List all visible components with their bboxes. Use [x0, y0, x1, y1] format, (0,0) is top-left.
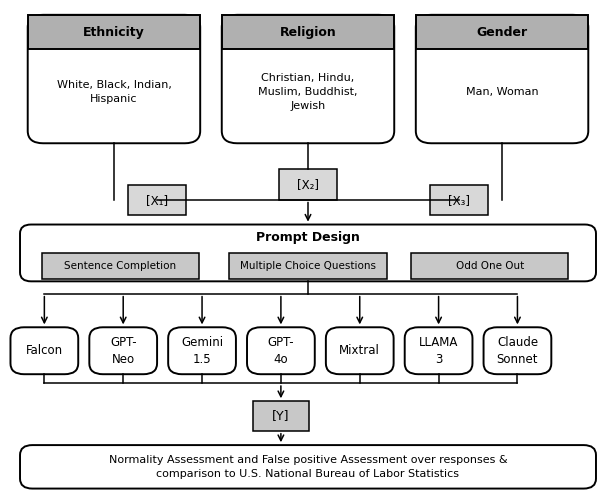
FancyBboxPatch shape	[416, 15, 588, 143]
Bar	[416, 15, 588, 49]
Bar	[411, 253, 569, 279]
Text: [Y]: [Y]	[272, 410, 290, 422]
Text: Prompt Design: Prompt Design	[256, 231, 360, 244]
Text: Gender: Gender	[477, 26, 527, 39]
Bar	[28, 15, 200, 49]
Text: Odd One Out: Odd One Out	[456, 261, 524, 271]
Text: [X₂]: [X₂]	[297, 178, 319, 191]
Bar	[42, 253, 199, 279]
Text: Claude
Sonnet: Claude Sonnet	[496, 336, 538, 366]
Text: GPT-
Neo: GPT- Neo	[110, 336, 137, 366]
Text: Religion: Religion	[280, 26, 336, 39]
Text: Mixtral: Mixtral	[339, 344, 380, 357]
FancyBboxPatch shape	[20, 445, 596, 489]
Bar	[253, 401, 309, 431]
Text: [X₃]: [X₃]	[448, 194, 470, 206]
Text: Multiple Choice Questions: Multiple Choice Questions	[240, 261, 376, 271]
Text: Christian, Hindu,
Muslim, Buddhist,
Jewish: Christian, Hindu, Muslim, Buddhist, Jewi…	[258, 73, 358, 111]
Bar	[430, 185, 488, 215]
Text: Ethnicity: Ethnicity	[83, 26, 145, 39]
Bar	[230, 253, 387, 279]
Text: GPT-
4o: GPT- 4o	[267, 336, 294, 366]
FancyBboxPatch shape	[222, 15, 394, 143]
Text: Gemini
1.5: Gemini 1.5	[181, 336, 223, 366]
Bar	[222, 15, 394, 49]
FancyBboxPatch shape	[484, 328, 551, 374]
Text: Man, Woman: Man, Woman	[466, 87, 538, 97]
FancyBboxPatch shape	[247, 328, 315, 374]
FancyBboxPatch shape	[168, 328, 236, 374]
FancyBboxPatch shape	[89, 328, 157, 374]
Text: Falcon: Falcon	[26, 344, 63, 357]
FancyBboxPatch shape	[405, 328, 472, 374]
Text: [X₁]: [X₁]	[146, 194, 168, 206]
FancyBboxPatch shape	[20, 224, 596, 282]
Text: White, Black, Indian,
Hispanic: White, Black, Indian, Hispanic	[57, 80, 171, 104]
Text: LLAMA
3: LLAMA 3	[419, 336, 458, 366]
Text: Normality Assessment and False positive Assessment over responses &
comparison t: Normality Assessment and False positive …	[108, 455, 508, 479]
Bar	[279, 169, 338, 200]
FancyBboxPatch shape	[10, 328, 78, 374]
FancyBboxPatch shape	[28, 15, 200, 143]
Bar	[128, 185, 186, 215]
FancyBboxPatch shape	[326, 328, 394, 374]
Text: Sentence Completion: Sentence Completion	[64, 261, 176, 271]
